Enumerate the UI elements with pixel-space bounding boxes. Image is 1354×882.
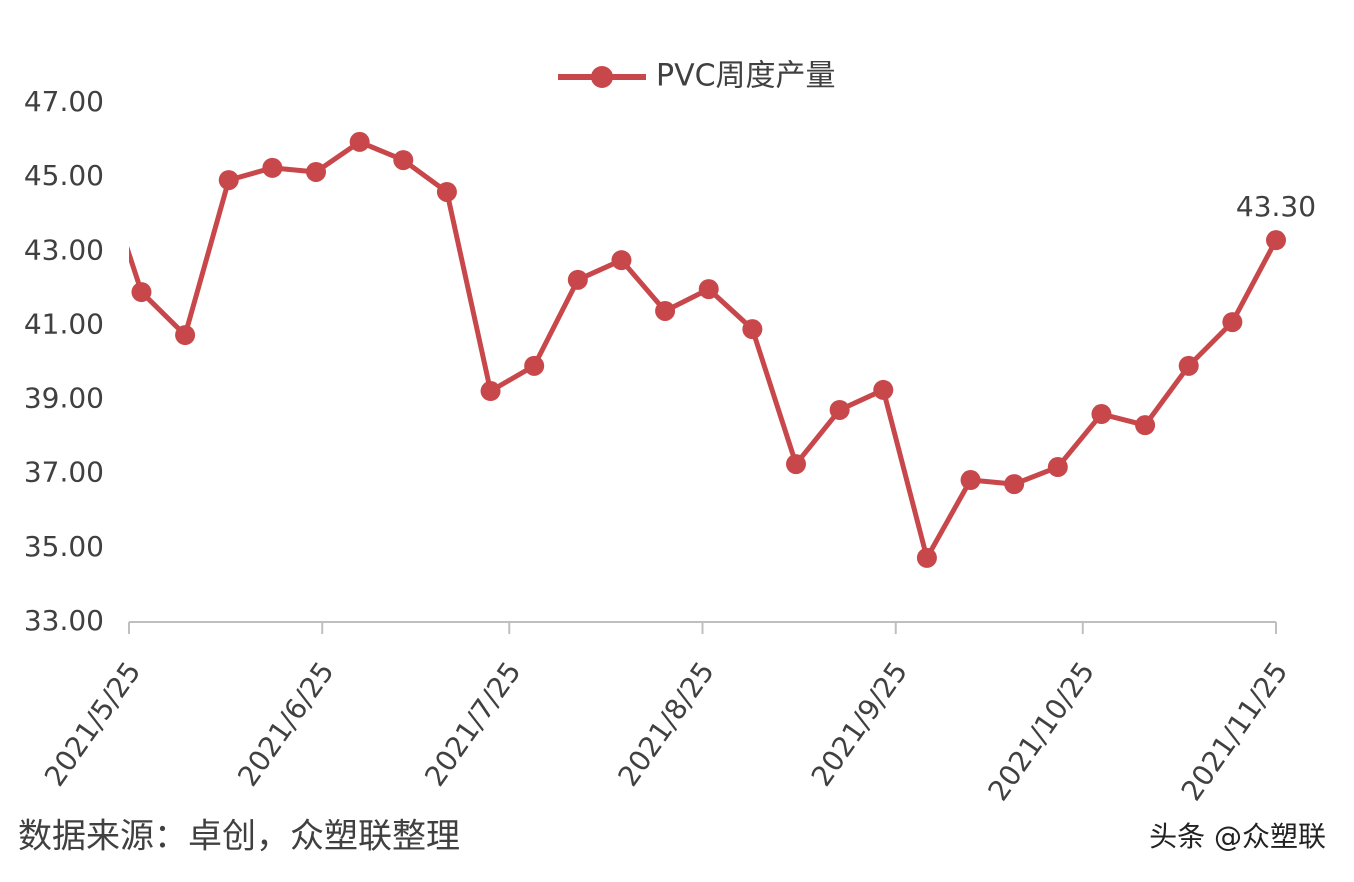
data-point — [524, 355, 545, 376]
y-tick-label: 37.00 — [24, 456, 104, 489]
data-point — [436, 181, 457, 202]
data-point — [873, 379, 894, 400]
x-tick-label: 2021/5/25 — [38, 656, 147, 793]
y-tick-label: 33.00 — [24, 604, 104, 637]
data-point — [262, 157, 283, 178]
data-point — [1135, 415, 1156, 436]
y-tick-label: 35.00 — [24, 530, 104, 563]
x-tick-label: 2021/10/25 — [981, 656, 1101, 807]
data-point — [611, 250, 632, 271]
data-point — [131, 282, 152, 303]
data-point — [829, 399, 850, 420]
data-point — [1047, 457, 1068, 478]
data-point — [698, 279, 719, 300]
watermark: 头条 @众塑联 — [1149, 820, 1326, 853]
data-point — [916, 547, 937, 568]
legend-label: PVC周度产量 — [656, 59, 836, 94]
data-point — [1004, 474, 1025, 495]
x-tick-label: 2021/6/25 — [231, 656, 340, 793]
data-point — [786, 454, 807, 475]
data-point — [655, 300, 676, 321]
data-point — [1222, 312, 1243, 333]
plot-area — [129, 131, 1286, 568]
legend-marker — [591, 66, 613, 88]
data-point — [960, 470, 981, 491]
x-tick-label: 2021/9/25 — [805, 656, 914, 793]
data-point — [1091, 404, 1112, 425]
x-tick-label: 2021/11/25 — [1175, 656, 1295, 807]
x-tick-label: 2021/7/25 — [418, 656, 527, 793]
data-point — [742, 319, 763, 340]
data-point — [306, 161, 327, 182]
y-tick-label: 45.00 — [24, 159, 104, 192]
data-point — [1266, 230, 1286, 251]
source-note: 数据来源：卓创，众塑联整理 — [18, 817, 460, 857]
x-tick-label: 2021/8/25 — [611, 656, 720, 793]
y-tick-label: 39.00 — [24, 382, 104, 415]
y-tick-label: 43.00 — [24, 233, 104, 266]
data-point — [175, 325, 196, 346]
series-line — [129, 139, 1279, 561]
data-point — [218, 170, 239, 191]
data-point — [393, 150, 414, 171]
data-point — [567, 269, 588, 290]
y-tick-label: 41.00 — [24, 307, 104, 340]
data-point — [480, 381, 501, 402]
y-tick-label: 47.00 — [24, 85, 104, 118]
data-point — [349, 131, 370, 152]
data-label: 43.30 — [1236, 190, 1316, 223]
data-point — [1178, 355, 1199, 376]
